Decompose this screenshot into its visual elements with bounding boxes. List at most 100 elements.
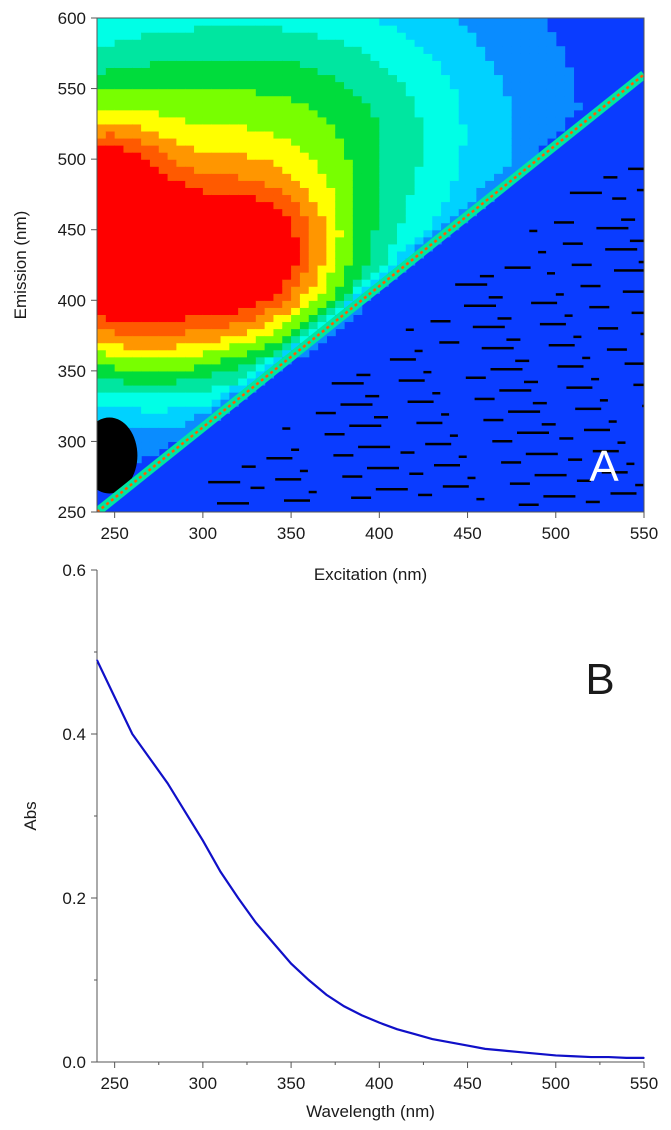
noise-streak — [499, 389, 532, 392]
heatmap-cell — [167, 208, 177, 217]
heatmap-cell — [149, 272, 160, 280]
heatmap-cell — [502, 173, 513, 181]
heatmap-cell — [273, 159, 283, 167]
heatmap-cell — [255, 145, 266, 153]
heatmap-cell — [335, 123, 345, 132]
heatmap-cell — [246, 229, 257, 238]
heatmap-cell — [308, 215, 319, 224]
heatmap-cell — [123, 307, 133, 315]
heatmap-cell — [335, 187, 345, 196]
heatmap-cell — [344, 187, 354, 196]
heatmap-cell — [502, 152, 513, 160]
heatmap-cell — [361, 81, 372, 90]
heatmap-cell — [291, 152, 301, 160]
heatmap-cell — [123, 356, 133, 365]
heatmap-cell — [370, 215, 380, 224]
heatmap-cell — [344, 279, 354, 287]
heatmap-cell — [370, 250, 380, 259]
heatmap-cell — [326, 215, 336, 224]
heatmap-cell — [158, 187, 169, 196]
heatmap-cell — [167, 152, 177, 160]
heatmap-cell — [185, 384, 195, 393]
heatmap-cell — [396, 116, 407, 125]
heatmap-cell — [255, 46, 266, 54]
heatmap-cell — [202, 272, 213, 280]
heatmap-cell — [449, 32, 460, 40]
heatmap-cell — [114, 46, 125, 54]
heatmap-cell — [114, 102, 125, 111]
heatmap-cell — [141, 377, 151, 386]
heatmap-cell — [476, 60, 486, 68]
heatmap-cell — [255, 95, 266, 104]
absorbance-point — [431, 1038, 434, 1040]
heatmap-cell — [194, 236, 204, 245]
heatmap-cell — [396, 194, 407, 203]
heatmap-cell — [105, 377, 116, 386]
heatmap-cell — [185, 102, 195, 111]
heatmap-cell — [105, 413, 116, 421]
heatmap-cell — [511, 95, 522, 104]
heatmap-cell — [229, 166, 239, 174]
heatmap-cell — [317, 194, 327, 203]
heatmap-cell — [264, 222, 275, 231]
heatmap-cell — [176, 293, 186, 301]
heatmap-cell — [176, 406, 186, 414]
heatmap-cell — [105, 67, 116, 76]
heatmap-cell — [97, 356, 107, 365]
heatmap-cell — [352, 88, 363, 97]
heatmap-cell — [246, 194, 257, 203]
heatmap-cell — [388, 265, 398, 273]
heatmap-cell — [502, 39, 513, 47]
heatmap-cell — [194, 201, 204, 210]
heatmap-cell — [97, 293, 107, 301]
heatmap-cell — [185, 137, 195, 146]
noise-streak — [333, 454, 354, 457]
heatmap-cell — [246, 102, 257, 111]
noise-streak — [418, 493, 433, 497]
heatmap-cell — [335, 39, 345, 47]
heatmap-cell — [105, 123, 116, 132]
heatmap-cell — [264, 194, 275, 203]
heatmap-cell — [238, 201, 248, 210]
heatmap-cell — [158, 356, 169, 365]
heatmap-cell — [538, 53, 548, 61]
heatmap-cell — [141, 194, 151, 203]
heatmap-cell — [344, 159, 354, 167]
noise-streak — [375, 488, 408, 491]
heatmap-cell — [264, 60, 275, 68]
heatmap-cell — [114, 123, 125, 132]
heatmap-cell — [238, 335, 248, 344]
heatmap-cell — [423, 109, 433, 118]
heatmap-cell — [291, 88, 301, 97]
heatmap-cell — [246, 208, 257, 217]
heatmap-cell — [352, 18, 363, 26]
heatmap-cell — [123, 321, 133, 330]
heatmap-cell — [361, 39, 372, 47]
heatmap-cell — [299, 215, 310, 224]
heatmap-cell — [564, 102, 575, 111]
heatmap-cell — [229, 265, 239, 273]
heatmap-cell — [317, 215, 327, 224]
heatmap-cell — [97, 46, 107, 54]
heatmap-cell — [282, 32, 292, 40]
heatmap-cell — [564, 67, 575, 76]
heatmap-cell — [317, 159, 327, 167]
heatmap-cell — [255, 67, 266, 76]
heatmap-cell — [458, 95, 469, 104]
heatmap-cell — [370, 116, 380, 125]
heatmap-cell — [458, 109, 469, 118]
heatmap-cell — [123, 363, 133, 372]
heatmap-cell — [149, 60, 160, 68]
heatmap-cell — [185, 272, 195, 280]
heatmap-cell — [220, 300, 230, 308]
heatmap-cell — [282, 18, 292, 26]
heatmap-cell — [194, 399, 204, 407]
heatmap-cell — [273, 236, 283, 245]
heatmap-cell — [229, 229, 239, 238]
heatmap-cell — [502, 46, 513, 54]
heatmap-cell — [167, 201, 177, 210]
x-tick-label: 500 — [542, 1074, 570, 1093]
heatmap-cell — [246, 342, 257, 351]
heatmap-cell — [211, 307, 222, 315]
heatmap-cell — [255, 342, 266, 351]
